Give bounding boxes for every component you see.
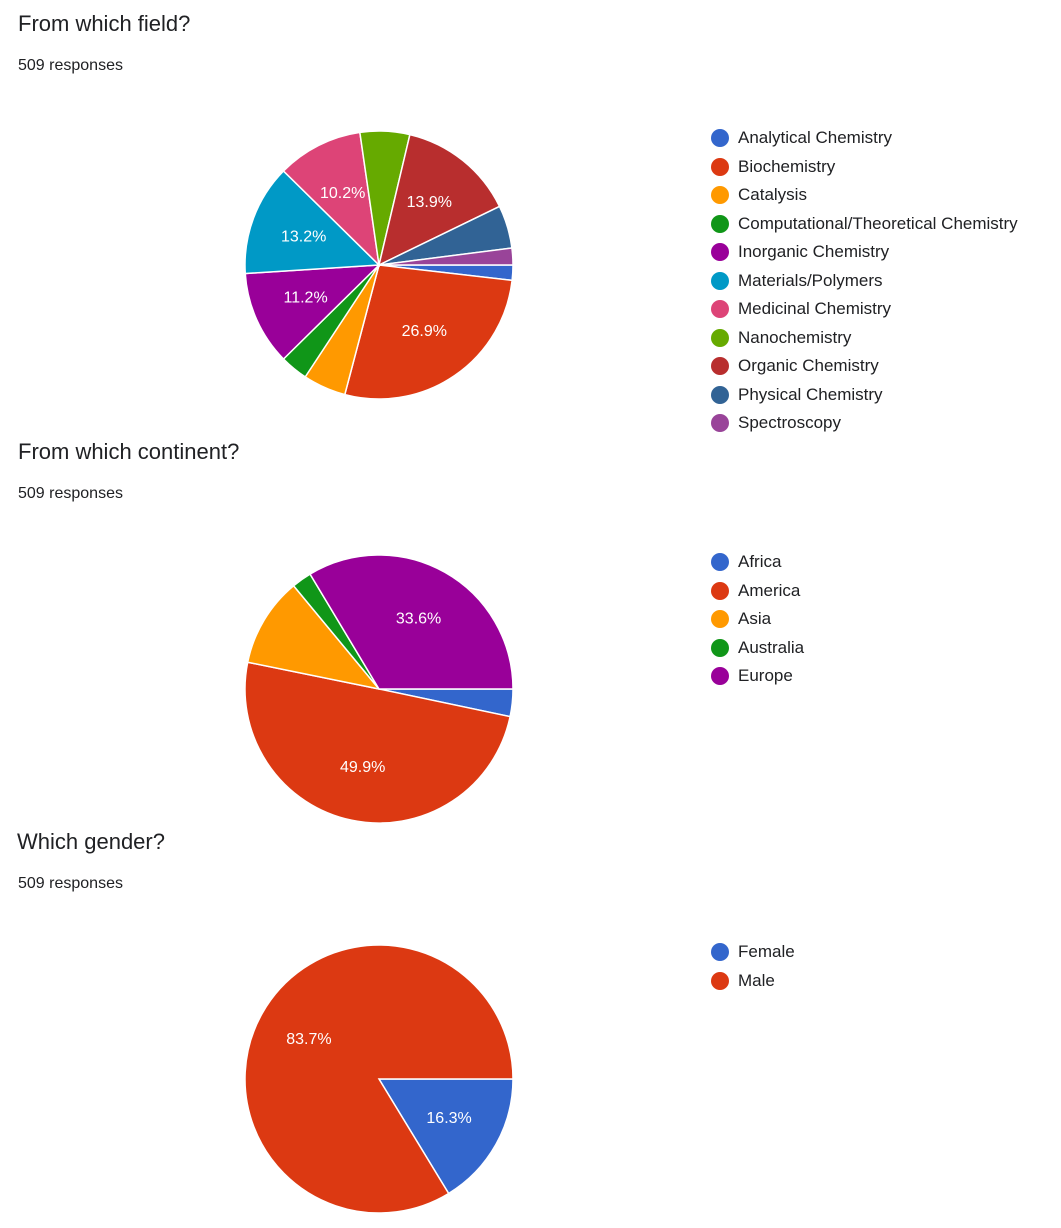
slice-value-label: 11.2%	[284, 289, 328, 306]
response-count: 509 responses	[18, 875, 123, 892]
pie-slice-spectroscopy[interactable]	[378, 247, 514, 266]
legend-item[interactable]: Materials/Polymers	[711, 267, 1018, 296]
legend-item[interactable]: Physical Chemistry	[711, 381, 1018, 410]
legend-label: Inorganic Chemistry	[738, 242, 890, 262]
pie-slice-inorganic-chemistry[interactable]	[244, 264, 381, 361]
pie-chart-gender: 16.3% 83.7%	[244, 944, 514, 1214]
legend-item[interactable]: Nanochemistry	[711, 324, 1018, 353]
legend-label: Europe	[738, 666, 793, 686]
legend-swatch	[711, 271, 729, 290]
pie-chart-continent: 49.9% 33.6%	[244, 554, 514, 824]
pie-slice-female[interactable]	[377, 1078, 514, 1195]
slice-value-label: 13.2%	[281, 228, 326, 245]
legend-label: Analytical Chemistry	[738, 128, 892, 148]
legend-gender: Female Male	[711, 938, 795, 995]
legend-label: Male	[738, 970, 775, 990]
pie-chart-field: 26.9% 11.2% 13.2% 10.2% 13.9%	[244, 130, 514, 400]
pie-slice-materials-polymers[interactable]	[244, 169, 381, 275]
legend-swatch	[711, 157, 729, 176]
legend-label: America	[738, 580, 801, 600]
legend-item[interactable]: Organic Chemistry	[711, 352, 1018, 381]
pie-slice-biochemistry[interactable]	[343, 264, 513, 400]
question-continent: From which continent? 509 responses 49.9…	[0, 428, 1061, 828]
question-title: From which field?	[18, 11, 191, 36]
legend-item[interactable]: Male	[711, 967, 795, 996]
legend-label: Nanochemistry	[738, 327, 852, 347]
legend-label: Catalysis	[738, 185, 807, 205]
pie-slice-organic-chemistry[interactable]	[377, 133, 501, 267]
legend-field: Analytical Chemistry Biochemistry Cataly…	[711, 124, 1018, 438]
legend-label: Spectroscopy	[738, 413, 841, 433]
question-field: From which field? 509 responses 26.9% 11.…	[0, 0, 1061, 433]
legend-label: Biochemistry	[738, 156, 836, 176]
legend-swatch	[711, 186, 729, 205]
legend-swatch	[711, 581, 729, 600]
legend-label: Organic Chemistry	[738, 356, 879, 376]
pie-slice-europe[interactable]	[309, 554, 514, 690]
pie-slice-medicinal-chemistry[interactable]	[282, 131, 381, 268]
legend-label: Computational/Theoretical Chemistry	[738, 213, 1018, 233]
legend-label: Female	[738, 942, 795, 962]
legend-item[interactable]: Australia	[711, 634, 804, 663]
legend-item[interactable]: America	[711, 577, 804, 606]
legend-item[interactable]: Africa	[711, 548, 804, 577]
legend-swatch	[711, 943, 729, 962]
slice-value-label: 16.3%	[426, 1110, 471, 1127]
legend-item[interactable]: Asia	[711, 605, 804, 634]
legend-swatch	[711, 971, 729, 990]
legend-item[interactable]: Medicinal Chemistry	[711, 295, 1018, 324]
pie-slice-america[interactable]	[244, 661, 512, 824]
legend-swatch	[711, 300, 729, 319]
legend-label: Australia	[738, 637, 805, 657]
legend-swatch	[711, 385, 729, 404]
slice-value-label: 83.7%	[286, 1031, 331, 1048]
slice-value-label: 33.6%	[396, 611, 441, 628]
legend-label: Asia	[738, 609, 772, 629]
legend-label: Materials/Polymers	[738, 270, 883, 290]
legend-swatch	[711, 243, 729, 262]
slice-value-label: 10.2%	[320, 185, 365, 202]
slice-value-label: 26.9%	[402, 323, 447, 340]
legend-item[interactable]: Inorganic Chemistry	[711, 238, 1018, 267]
legend-item[interactable]: Biochemistry	[711, 153, 1018, 182]
legend-swatch	[711, 553, 729, 572]
legend-item[interactable]: Computational/Theoretical Chemistry	[711, 210, 1018, 239]
legend-item[interactable]: Female	[711, 938, 795, 967]
response-count: 509 responses	[18, 485, 123, 502]
legend-label: Physical Chemistry	[738, 384, 883, 404]
legend-swatch	[711, 414, 729, 433]
legend-label: Africa	[738, 552, 782, 572]
slice-value-label: 49.9%	[340, 759, 385, 776]
legend-continent: Africa America Asia Australia Europe	[711, 548, 804, 691]
legend-swatch	[711, 610, 729, 629]
legend-swatch	[711, 214, 729, 233]
legend-swatch	[711, 129, 729, 148]
legend-swatch	[711, 357, 729, 376]
legend-item[interactable]: Europe	[711, 662, 804, 691]
legend-label: Medicinal Chemistry	[738, 299, 892, 319]
legend-swatch	[711, 328, 729, 347]
legend-item[interactable]: Spectroscopy	[711, 409, 1018, 438]
question-title: Which gender?	[17, 829, 165, 854]
question-title: From which continent?	[18, 439, 240, 464]
legend-item[interactable]: Catalysis	[711, 181, 1018, 210]
pie-slice-male[interactable]	[244, 944, 514, 1214]
question-gender: Which gender? 509 responses 16.3% 83.7% F…	[0, 818, 1061, 1228]
legend-swatch	[711, 667, 729, 686]
slice-value-label: 13.9%	[407, 194, 452, 211]
legend-swatch	[711, 638, 729, 657]
legend-item[interactable]: Analytical Chemistry	[711, 124, 1018, 153]
response-count: 509 responses	[18, 57, 123, 74]
pie-slice-asia[interactable]	[246, 584, 381, 691]
